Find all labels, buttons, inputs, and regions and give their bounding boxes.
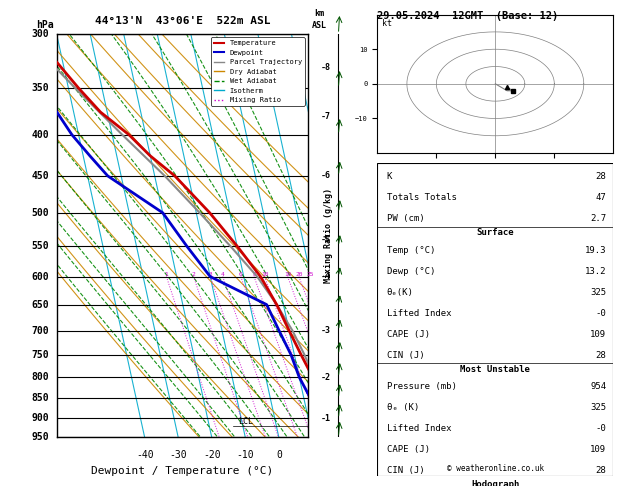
Text: 47: 47 bbox=[596, 193, 606, 202]
Text: -20: -20 bbox=[203, 450, 221, 459]
FancyBboxPatch shape bbox=[377, 163, 613, 476]
Text: ASL: ASL bbox=[312, 21, 326, 30]
Text: 550: 550 bbox=[31, 241, 49, 251]
Text: 16: 16 bbox=[284, 272, 291, 277]
Text: 400: 400 bbox=[31, 130, 49, 139]
Text: Lifted Index: Lifted Index bbox=[387, 309, 452, 318]
Text: 44°13'N  43°06'E  522m ASL: 44°13'N 43°06'E 522m ASL bbox=[94, 16, 270, 26]
Text: 2.7: 2.7 bbox=[590, 214, 606, 223]
Text: 29.05.2024  12GMT  (Base: 12): 29.05.2024 12GMT (Base: 12) bbox=[377, 11, 559, 21]
Text: -4: -4 bbox=[321, 272, 331, 281]
Text: -0: -0 bbox=[596, 424, 606, 433]
Text: PW (cm): PW (cm) bbox=[387, 214, 425, 223]
Text: -7: -7 bbox=[321, 112, 331, 121]
Text: 350: 350 bbox=[31, 83, 49, 93]
Text: 13.2: 13.2 bbox=[585, 267, 606, 276]
Text: -6: -6 bbox=[321, 172, 331, 180]
Text: 325: 325 bbox=[590, 288, 606, 297]
Text: -8: -8 bbox=[321, 63, 331, 72]
Text: -2: -2 bbox=[321, 373, 331, 382]
Text: 109: 109 bbox=[590, 330, 606, 339]
Text: 28: 28 bbox=[596, 466, 606, 475]
Text: K: K bbox=[387, 172, 392, 181]
Text: 19.3: 19.3 bbox=[585, 246, 606, 255]
Text: 1: 1 bbox=[165, 272, 169, 277]
Text: 6: 6 bbox=[239, 272, 243, 277]
Text: hPa: hPa bbox=[36, 20, 54, 30]
Text: © weatheronline.co.uk: © weatheronline.co.uk bbox=[447, 464, 544, 473]
Text: 800: 800 bbox=[31, 372, 49, 382]
Text: 600: 600 bbox=[31, 272, 49, 281]
Text: -5: -5 bbox=[321, 235, 331, 244]
Legend: Temperature, Dewpoint, Parcel Trajectory, Dry Adiabat, Wet Adiabat, Isotherm, Mi: Temperature, Dewpoint, Parcel Trajectory… bbox=[211, 37, 304, 106]
Text: CAPE (J): CAPE (J) bbox=[387, 330, 430, 339]
Text: Mixing Ratio (g/kg): Mixing Ratio (g/kg) bbox=[324, 188, 333, 283]
Text: θₑ (K): θₑ (K) bbox=[387, 403, 419, 412]
Text: 650: 650 bbox=[31, 299, 49, 310]
Text: 109: 109 bbox=[590, 445, 606, 454]
Text: 954: 954 bbox=[590, 382, 606, 391]
Text: 28: 28 bbox=[596, 172, 606, 181]
Text: 25: 25 bbox=[307, 272, 314, 277]
Text: -1: -1 bbox=[321, 414, 331, 423]
Text: 500: 500 bbox=[31, 208, 49, 218]
Text: -3: -3 bbox=[321, 326, 331, 335]
Text: Dewpoint / Temperature (°C): Dewpoint / Temperature (°C) bbox=[91, 466, 274, 476]
Text: 450: 450 bbox=[31, 171, 49, 181]
Text: -30: -30 bbox=[169, 450, 187, 459]
Text: kt: kt bbox=[382, 19, 392, 28]
Text: Surface: Surface bbox=[477, 228, 514, 237]
Text: 3: 3 bbox=[208, 272, 212, 277]
Text: 900: 900 bbox=[31, 414, 49, 423]
Text: -40: -40 bbox=[136, 450, 153, 459]
Text: 2: 2 bbox=[192, 272, 196, 277]
Text: Lifted Index: Lifted Index bbox=[387, 424, 452, 433]
Text: -0: -0 bbox=[596, 309, 606, 318]
Text: Totals Totals: Totals Totals bbox=[387, 193, 457, 202]
Text: -10: -10 bbox=[237, 450, 254, 459]
Text: CIN (J): CIN (J) bbox=[387, 351, 425, 360]
Text: 0: 0 bbox=[276, 450, 282, 459]
Text: 10: 10 bbox=[261, 272, 269, 277]
Text: LCL: LCL bbox=[238, 417, 253, 426]
Text: 4: 4 bbox=[221, 272, 225, 277]
Text: CIN (J): CIN (J) bbox=[387, 466, 425, 475]
Text: 950: 950 bbox=[31, 433, 49, 442]
Text: Pressure (mb): Pressure (mb) bbox=[387, 382, 457, 391]
Text: km: km bbox=[314, 9, 324, 18]
Text: Dewp (°C): Dewp (°C) bbox=[387, 267, 435, 276]
Text: 300: 300 bbox=[31, 29, 49, 39]
Text: θₑ(K): θₑ(K) bbox=[387, 288, 414, 297]
Text: Temp (°C): Temp (°C) bbox=[387, 246, 435, 255]
Text: 750: 750 bbox=[31, 349, 49, 360]
Text: Most Unstable: Most Unstable bbox=[460, 365, 530, 374]
Text: 28: 28 bbox=[596, 351, 606, 360]
Text: 850: 850 bbox=[31, 394, 49, 403]
Text: Hodograph: Hodograph bbox=[471, 481, 520, 486]
Text: 325: 325 bbox=[590, 403, 606, 412]
Text: CAPE (J): CAPE (J) bbox=[387, 445, 430, 454]
Text: 20: 20 bbox=[295, 272, 303, 277]
Text: 8: 8 bbox=[252, 272, 256, 277]
Text: 700: 700 bbox=[31, 326, 49, 335]
